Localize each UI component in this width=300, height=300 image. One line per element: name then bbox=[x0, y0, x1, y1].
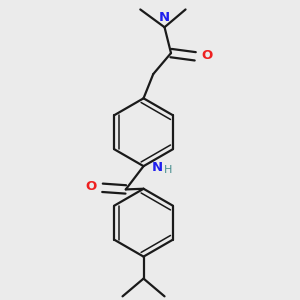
Text: O: O bbox=[201, 49, 212, 62]
Text: H: H bbox=[164, 165, 172, 175]
Text: O: O bbox=[85, 180, 97, 193]
Text: N: N bbox=[152, 161, 163, 174]
Text: N: N bbox=[159, 11, 170, 24]
